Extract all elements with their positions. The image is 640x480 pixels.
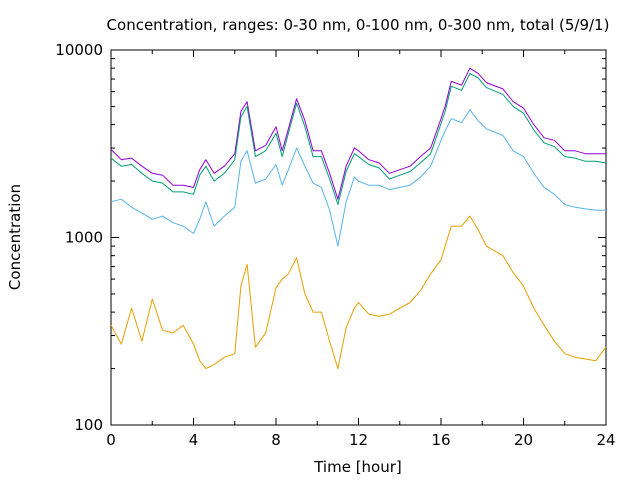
y-tick-label: 1000 [65,229,103,247]
series-line-3 [110,109,606,247]
y-tick-label: 10000 [55,41,103,59]
series-line-2 [110,72,607,205]
series-line-4 [110,215,607,370]
series-line-1 [110,67,606,200]
series-lines [110,67,607,370]
plot-frame [110,49,607,426]
y-tick-label: 100 [74,416,103,434]
y-axis-label: Concentration [6,184,24,290]
chart-title: Concentration, ranges: 0-30 nm, 0-100 nm… [107,16,610,34]
x-tick-label: 0 [106,431,116,449]
x-tick-label: 20 [514,431,533,449]
axis-ticks: 0 4 8 12 16 20 24 100 1000 10000 [55,41,615,449]
x-tick-label: 8 [271,431,281,449]
x-tick-label: 24 [596,431,615,449]
x-axis-label: Time [hour] [313,458,402,476]
x-tick-label: 16 [431,431,450,449]
x-tick-label: 4 [189,431,199,449]
x-tick-label: 12 [349,431,368,449]
